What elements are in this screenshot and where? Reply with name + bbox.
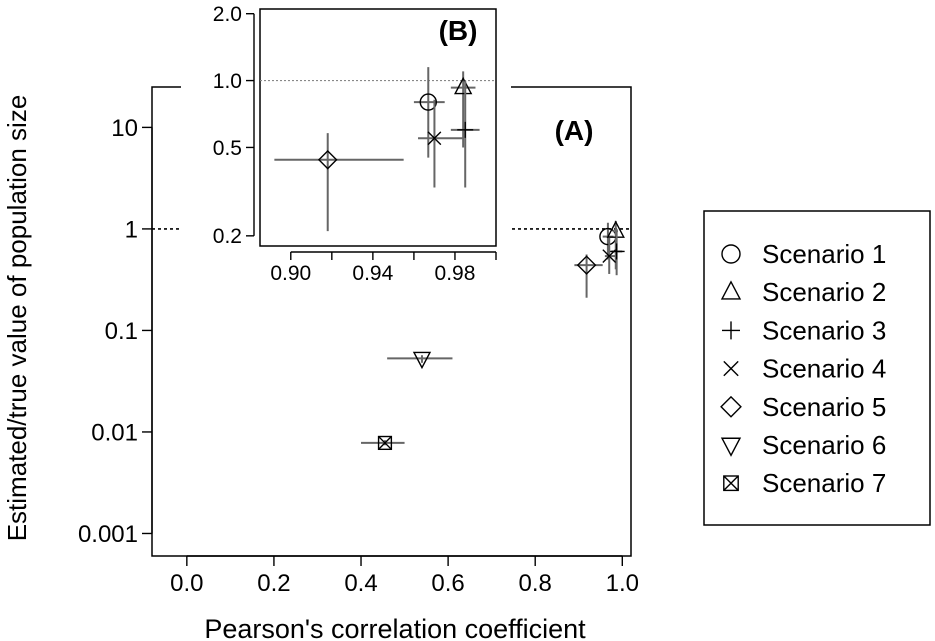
scenario-5-mark [274, 133, 404, 232]
legend-item-scenario-4: Scenario 4 [723, 354, 886, 384]
main-data-marks [361, 220, 625, 451]
legend-label: Scenario 5 [762, 392, 886, 422]
scenario-7-marker [377, 435, 393, 451]
inset-plot-frame [259, 8, 497, 247]
scenario-5-marker [317, 149, 338, 170]
x-tick-label: 1.0 [606, 570, 639, 597]
legend-label: Scenario 2 [762, 277, 886, 307]
x-tick-label: 0.4 [344, 570, 377, 597]
scenario-6-mark [387, 351, 453, 370]
panel-label-b: (B) [439, 15, 478, 46]
scenario-7-mark [361, 435, 405, 451]
scenario-6-marker [412, 351, 432, 370]
legend-item-scenario-3: Scenario 3 [722, 315, 886, 345]
scenario-4-mark [418, 99, 464, 188]
scenario-4-mark [602, 237, 617, 274]
legend-marker-scenario-6 [720, 437, 742, 457]
x-tick-label: 0.8 [519, 570, 552, 597]
legend-item-scenario-7: Scenario 7 [723, 468, 886, 498]
legend-item-scenario-1: Scenario 1 [721, 239, 886, 269]
main-plot: 0.0 0.2 0.4 0.6 0.8 1.0 0.001 0.01 0.1 1 10 (A) P… [2, 86, 639, 641]
x-tick-label: 0.6 [431, 570, 464, 597]
legend-label: Scenario 7 [762, 468, 886, 498]
y-tick-label: 0.5 [213, 137, 242, 160]
y-tick-label: 1 [125, 216, 138, 243]
x-tick-label: 0.94 [352, 262, 393, 285]
legend-marker-scenario-2 [720, 280, 742, 300]
legend-label: Scenario 1 [762, 239, 886, 269]
legend-item-scenario-6: Scenario 6 [720, 430, 886, 460]
y-tick-label: 10 [111, 115, 138, 142]
legend-marker-scenario-1 [721, 244, 741, 264]
inset-plot: 0.90 0.94 0.98 0.2 0.5 1.0 2.0 (B) [181, 0, 511, 285]
scenario-3-marker [457, 121, 474, 138]
y-tick-label: 0.01 [91, 419, 138, 446]
scenario-1-mark [413, 67, 445, 158]
legend-marker-scenario-5 [720, 395, 742, 418]
y-tick-label: 1.0 [213, 70, 242, 93]
inset-x-axis: 0.90 0.94 0.98 [270, 251, 497, 285]
x-tick-label: 0.0 [170, 570, 203, 597]
scenario-3-mark [450, 80, 480, 188]
legend-marker-scenario-4 [723, 360, 739, 377]
legend-box [703, 210, 931, 526]
legend-label: Scenario 3 [762, 315, 886, 345]
legend-item-scenario-2: Scenario 2 [720, 277, 886, 307]
x-tick-label: 0.2 [257, 570, 290, 597]
main-y-axis: 0.001 0.01 0.1 1 10 [78, 115, 153, 548]
x-tick-label: 0.98 [435, 262, 476, 285]
main-x-axis-label: Pearson's correlation coefficient [204, 614, 586, 641]
scenario-5-mark [574, 254, 603, 298]
scenario-4-marker [427, 131, 442, 146]
legend-marker-scenario-3 [722, 321, 740, 340]
scenario-3-marker [608, 243, 625, 260]
legend-label: Scenario 4 [762, 354, 886, 384]
y-tick-label: 0.2 [213, 225, 242, 248]
y-tick-label: 0.001 [78, 521, 138, 548]
y-tick-label: 0.1 [105, 318, 138, 345]
legend-label: Scenario 6 [762, 430, 886, 460]
legend-item-scenario-5: Scenario 5 [720, 392, 886, 422]
legend-items: Scenario 1 Scenario 2 Scenario 3 Scenario 4… [720, 239, 886, 498]
main-y-axis-label: Estimated/true value of population size [2, 95, 32, 542]
y-tick-label: 2.0 [213, 3, 242, 26]
scenario-4-marker [602, 249, 617, 263]
scenario-2-marker [454, 76, 473, 95]
inset-data-marks [274, 67, 480, 232]
scenario-2-mark [450, 71, 476, 148]
inset-y-axis: 0.2 0.5 1.0 2.0 [213, 3, 255, 248]
scenario-5-marker [576, 255, 597, 275]
scenario-1-marker [419, 93, 437, 111]
x-tick-label: 0.90 [270, 262, 311, 285]
legend-marker-scenario-7 [723, 475, 739, 492]
main-x-axis: 0.0 0.2 0.4 0.6 0.8 1.0 [170, 555, 639, 597]
panel-label-a: (A) [555, 115, 594, 146]
legend: Scenario 1 Scenario 2 Scenario 3 Scenario 4… [703, 210, 931, 526]
